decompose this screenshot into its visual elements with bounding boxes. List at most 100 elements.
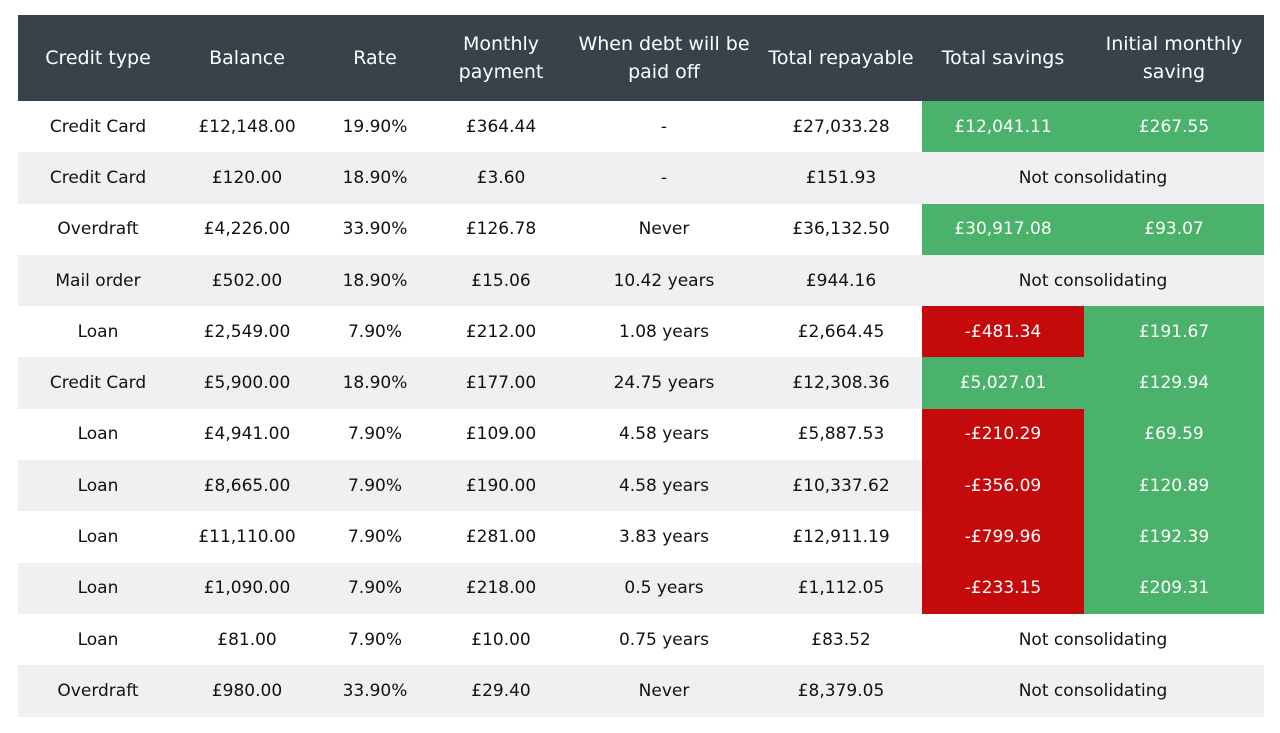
cell-credit-type: Overdraft <box>18 665 178 717</box>
cell-total-savings: £12,041.11 <box>922 101 1084 153</box>
table-row: Loan £11,110.00 7.90% £281.00 3.83 years £12,… <box>18 511 1264 563</box>
cell-when-paid-off: 10.42 years <box>568 254 760 307</box>
debt-comparison-table-wrapper: Credit type Balance Rate Monthly payment… <box>18 15 1264 717</box>
header-balance: Balance <box>178 15 316 101</box>
cell-credit-type: Credit Card <box>18 101 178 153</box>
cell-initial-monthly-saving: £129.94 <box>1084 357 1264 409</box>
cell-total-savings: -£356.09 <box>922 460 1084 512</box>
cell-rate: 19.90% <box>316 101 434 153</box>
cell-total-repayable: £83.52 <box>760 613 922 666</box>
cell-rate: 18.90% <box>316 152 434 204</box>
table-row: Credit Card £12,148.00 19.90% £364.44- £27,0… <box>18 101 1264 153</box>
cell-initial-monthly-saving: £267.55 <box>1084 101 1264 153</box>
debt-comparison-table: Credit type Balance Rate Monthly payment… <box>18 15 1264 717</box>
cell-monthly-payment: £212.00 <box>434 306 568 358</box>
cell-when-paid-off: 0.5 years <box>568 562 760 614</box>
cell-initial-monthly-saving: £120.89 <box>1084 460 1264 512</box>
cell-not-consolidating: Not consolidating <box>922 613 1264 666</box>
cell-rate: 7.90% <box>316 460 434 512</box>
cell-monthly-payment: £190.00 <box>434 460 568 512</box>
cell-total-repayable: £151.93 <box>760 152 922 204</box>
cell-credit-type: Loan <box>18 613 178 666</box>
cell-total-repayable: £12,308.36 <box>760 357 922 409</box>
cell-rate: 7.90% <box>316 613 434 666</box>
table-row: Loan £1,090.00 7.90% £218.00 0.5 years £1,112… <box>18 562 1264 614</box>
cell-total-repayable: £12,911.19 <box>760 511 922 563</box>
header-rate: Rate <box>316 15 434 101</box>
cell-total-repayable: £27,033.28 <box>760 101 922 153</box>
cell-balance: £502.00 <box>178 254 316 307</box>
table-row: Loan £4,941.00 7.90% £109.00 4.58 years £5,88… <box>18 408 1264 461</box>
cell-credit-type: Loan <box>18 562 178 614</box>
cell-total-savings: -£210.29 <box>922 408 1084 461</box>
cell-monthly-payment: £281.00 <box>434 511 568 563</box>
cell-when-paid-off: Never <box>568 203 760 255</box>
cell-total-savings: -£233.15 <box>922 562 1084 614</box>
cell-initial-monthly-saving: £192.39 <box>1084 511 1264 563</box>
cell-total-repayable: £10,337.62 <box>760 460 922 512</box>
cell-not-consolidating: Not consolidating <box>922 152 1264 204</box>
cell-balance: £81.00 <box>178 613 316 666</box>
table-row: Loan £81.00 7.90% £10.00 0.75 years £83.52 Not… <box>18 613 1264 666</box>
cell-balance: £8,665.00 <box>178 460 316 512</box>
table-row: Overdraft £4,226.00 33.90% £126.78 Never £36,… <box>18 203 1264 255</box>
cell-monthly-payment: £364.44 <box>434 101 568 153</box>
cell-monthly-payment: £15.06 <box>434 254 568 307</box>
header-total-savings: Total savings <box>922 15 1084 101</box>
cell-credit-type: Loan <box>18 408 178 461</box>
table-row: Credit Card £120.00 18.90% £3.60- £151.93 Not… <box>18 152 1264 204</box>
cell-initial-monthly-saving: £191.67 <box>1084 306 1264 358</box>
cell-when-paid-off: 4.58 years <box>568 460 760 512</box>
cell-initial-monthly-saving: £69.59 <box>1084 408 1264 461</box>
cell-rate: 33.90% <box>316 665 434 717</box>
table-row: Loan £2,549.00 7.90% £212.00 1.08 years £2,66… <box>18 306 1264 358</box>
cell-rate: 18.90% <box>316 357 434 409</box>
cell-total-repayable: £1,112.05 <box>760 562 922 614</box>
cell-when-paid-off: Never <box>568 665 760 717</box>
cell-when-paid-off: 0.75 years <box>568 613 760 666</box>
cell-not-consolidating: Not consolidating <box>922 254 1264 307</box>
cell-rate: 7.90% <box>316 408 434 461</box>
cell-balance: £1,090.00 <box>178 562 316 614</box>
cell-balance: £12,148.00 <box>178 101 316 153</box>
header-row: Credit type Balance Rate Monthly payment… <box>18 15 1264 101</box>
cell-credit-type: Loan <box>18 306 178 358</box>
table-header: Credit type Balance Rate Monthly payment… <box>18 15 1264 101</box>
header-when-paid-off: When debt will be paid off <box>568 15 760 101</box>
cell-balance: £4,941.00 <box>178 408 316 461</box>
cell-rate: 18.90% <box>316 254 434 307</box>
cell-total-repayable: £5,887.53 <box>760 408 922 461</box>
cell-monthly-payment: £10.00 <box>434 613 568 666</box>
cell-total-savings: £30,917.08 <box>922 203 1084 255</box>
cell-balance: £120.00 <box>178 152 316 204</box>
header-monthly-payment: Monthly payment <box>434 15 568 101</box>
table-row: Mail order £502.00 18.90% £15.06 10.42 years… <box>18 254 1264 307</box>
cell-rate: 7.90% <box>316 511 434 563</box>
cell-total-savings: -£481.34 <box>922 306 1084 358</box>
cell-not-consolidating: Not consolidating <box>922 665 1264 717</box>
cell-credit-type: Overdraft <box>18 203 178 255</box>
cell-when-paid-off: 4.58 years <box>568 408 760 461</box>
cell-initial-monthly-saving: £93.07 <box>1084 203 1264 255</box>
cell-balance: £5,900.00 <box>178 357 316 409</box>
cell-credit-type: Credit Card <box>18 357 178 409</box>
cell-balance: £2,549.00 <box>178 306 316 358</box>
cell-credit-type: Loan <box>18 460 178 512</box>
cell-when-paid-off: 24.75 years <box>568 357 760 409</box>
cell-when-paid-off: - <box>568 101 760 153</box>
cell-when-paid-off: - <box>568 152 760 204</box>
cell-rate: 7.90% <box>316 306 434 358</box>
header-credit-type: Credit type <box>18 15 178 101</box>
cell-monthly-payment: £218.00 <box>434 562 568 614</box>
cell-monthly-payment: £109.00 <box>434 408 568 461</box>
cell-credit-type: Credit Card <box>18 152 178 204</box>
cell-total-repayable: £2,664.45 <box>760 306 922 358</box>
cell-total-repayable: £8,379.05 <box>760 665 922 717</box>
cell-rate: 33.90% <box>316 203 434 255</box>
cell-total-repayable: £36,132.50 <box>760 203 922 255</box>
cell-monthly-payment: £3.60 <box>434 152 568 204</box>
cell-balance: £980.00 <box>178 665 316 717</box>
cell-total-savings: £5,027.01 <box>922 357 1084 409</box>
cell-when-paid-off: 1.08 years <box>568 306 760 358</box>
header-total-repayable: Total repayable <box>760 15 922 101</box>
